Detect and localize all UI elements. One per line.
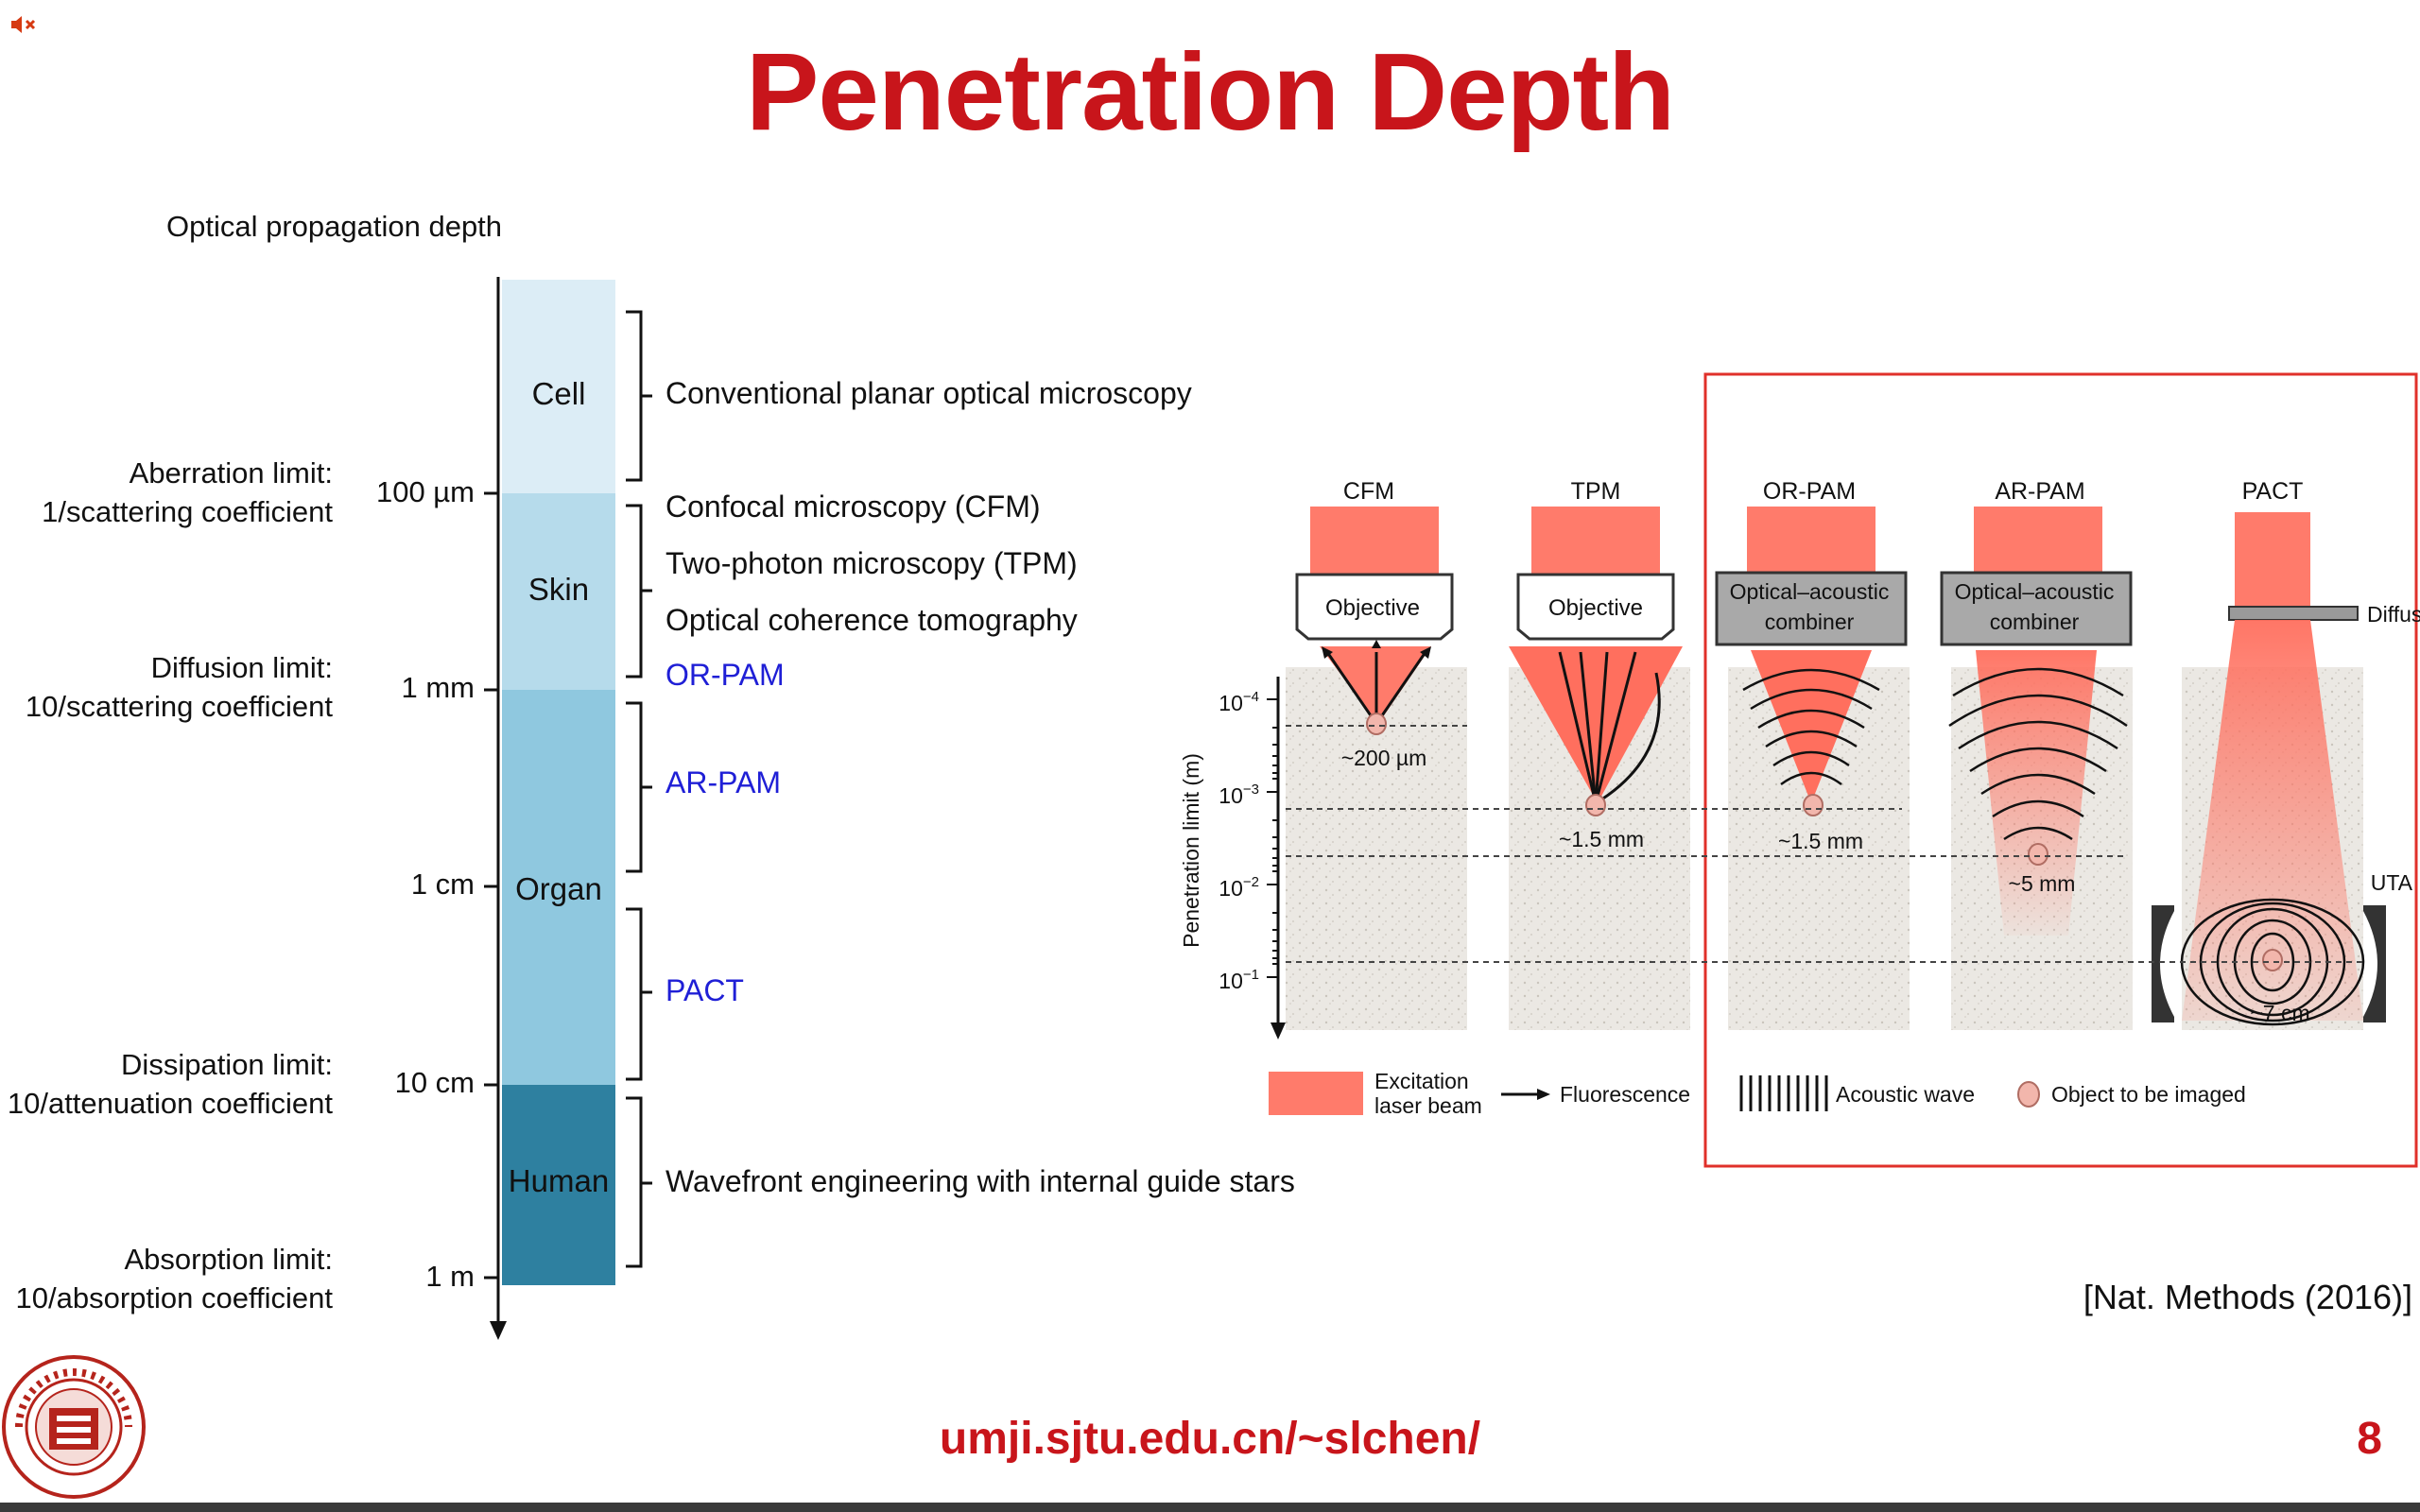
bracket-wavefront xyxy=(626,1096,652,1268)
depth-axis-arrowhead xyxy=(490,1321,507,1340)
object-tpm xyxy=(1585,794,1606,816)
laser-beam-tpm xyxy=(1531,507,1660,575)
tick-label-1mm: 1 mm xyxy=(401,671,475,704)
beam-pact xyxy=(2182,620,2363,1021)
combiner-ar-pam xyxy=(1940,571,2133,646)
legend-excitation-line1: Excitation xyxy=(1374,1069,1469,1093)
technique-tpm: Two-photon microscopy (TPM) xyxy=(666,546,1078,580)
legend-object-icon xyxy=(2017,1081,2040,1108)
column-title-tpm: TPM xyxy=(1571,478,1621,505)
limit-absorption: Absorption limit: 10/absorption coefficie… xyxy=(15,1243,334,1314)
focus-cone-or-pam xyxy=(1751,650,1872,803)
object-cfm xyxy=(1366,713,1387,735)
legend-object-label: Object to be imaged xyxy=(2051,1082,2246,1107)
technique-pact: PACT xyxy=(666,973,744,1007)
bracket-pact xyxy=(626,907,652,1081)
bracket-cfm-orpam xyxy=(626,504,652,679)
combiner-label-or-pam-1: Optical–acoustic xyxy=(1730,579,1890,604)
object-or-pam xyxy=(1803,794,1824,816)
uta-label: UTA xyxy=(2371,870,2413,895)
speaker-muted-icon[interactable] xyxy=(9,13,42,36)
combiner-label-or-pam-2: combiner xyxy=(1765,610,1855,634)
technique-wavefront: Wavefront engineering with internal guid… xyxy=(666,1164,1295,1198)
laser-beam-pact xyxy=(2235,512,2310,607)
object-ar-pam xyxy=(2028,843,2048,866)
depth-label-ar-pam: ~5 mm xyxy=(2009,871,2076,896)
segment-cell xyxy=(502,280,615,493)
technique-or-pam: OR-PAM xyxy=(666,658,785,692)
depth-scale-chart xyxy=(484,277,652,1340)
legend-acoustic-label: Acoustic wave xyxy=(1836,1082,1975,1107)
imaging-modalities-diagram: Penetration limit (m) 10−4 10−3 10−2 10−… xyxy=(1179,372,2420,1168)
page-number: 8 xyxy=(2357,1414,2382,1464)
y-tick-1e-2: 10−2 xyxy=(1219,874,1259,901)
legend-fluorescence-label: Fluorescence xyxy=(1560,1082,1690,1107)
tick-label-1cm: 1 cm xyxy=(410,868,475,901)
segment-label-cell: Cell xyxy=(531,376,586,411)
segment-label-organ: Organ xyxy=(515,871,602,906)
objective-label-tpm: Objective xyxy=(1548,595,1643,621)
column-title-or-pam: OR-PAM xyxy=(1763,478,1856,505)
slide-title: Penetration Depth xyxy=(746,30,1675,153)
combiner-or-pam xyxy=(1715,571,1908,646)
objective-label-cfm: Objective xyxy=(1325,595,1420,621)
objective-cfm xyxy=(1295,573,1454,641)
y-tick-1e-1: 10−1 xyxy=(1219,967,1259,993)
legend-laser-swatch xyxy=(1269,1072,1363,1115)
laser-beam-ar-pam xyxy=(1974,507,2102,575)
depth-heading: Optical propagation depth xyxy=(166,210,503,243)
y-axis-label: Penetration limit (m) xyxy=(1179,753,1203,948)
column-title-pact: PACT xyxy=(2242,478,2304,505)
penetration-axis-arrowhead xyxy=(1270,1022,1286,1040)
segment-organ xyxy=(502,690,615,1085)
tick-label-100um: 100 µm xyxy=(375,475,475,508)
beam-ar-pam xyxy=(1976,650,2097,936)
segment-label-skin: Skin xyxy=(527,572,590,607)
technique-cfm: Confocal microscopy (CFM) xyxy=(666,490,1041,524)
technique-oct: Optical coherence tomography xyxy=(666,603,1078,637)
objective-tpm xyxy=(1516,573,1675,641)
segment-human xyxy=(502,1085,615,1285)
limit-aberration: Aberration limit: 1/scattering coefficien… xyxy=(42,456,333,528)
diffuser-pact xyxy=(2228,606,2359,621)
column-title-ar-pam: AR-PAM xyxy=(1995,478,2084,505)
segment-skin xyxy=(502,493,615,690)
y-tick-1e-4: 10−4 xyxy=(1219,689,1259,715)
technique-ar-pam: AR-PAM xyxy=(666,765,782,799)
y-tick-1e-3: 10−3 xyxy=(1219,782,1259,808)
highlight-box xyxy=(1703,372,2418,1168)
laser-beam-cfm xyxy=(1310,507,1439,575)
combiner-label-ar-pam-1: Optical–acoustic xyxy=(1955,579,2115,604)
limit-diffusion: Diffusion limit: 10/scattering coefficien… xyxy=(25,651,333,723)
depth-label-pact: ~7 cm xyxy=(2250,1001,2309,1025)
transducer-right xyxy=(2363,905,2386,1022)
depth-label-cfm: ~200 µm xyxy=(1341,746,1427,770)
sjtu-university-seal-icon xyxy=(0,1353,147,1501)
depth-label-or-pam: ~1.5 mm xyxy=(1778,829,1863,853)
combiner-label-ar-pam-2: combiner xyxy=(1990,610,2080,634)
limit-dissipation: Dissipation limit: 10/attenuation coeffic… xyxy=(7,1048,333,1120)
legend-excitation-line2: laser beam xyxy=(1374,1093,1482,1118)
column-title-cfm: CFM xyxy=(1343,478,1394,505)
laser-beam-or-pam xyxy=(1747,507,1876,575)
depth-label-tpm: ~1.5 mm xyxy=(1559,827,1644,851)
technique-conventional: Conventional planar optical microscopy xyxy=(666,376,1192,410)
focus-cone-tpm xyxy=(1509,646,1683,803)
bottom-bar xyxy=(0,1503,2420,1512)
footer-url[interactable]: umji.sjtu.edu.cn/~slchen/ xyxy=(939,1414,1481,1464)
tick-label-1m: 1 m xyxy=(425,1260,475,1293)
segment-label-human: Human xyxy=(508,1163,610,1198)
bracket-arpam xyxy=(626,701,652,873)
transducer-left xyxy=(2152,905,2174,1022)
citation: [Nat. Methods (2016)] xyxy=(2083,1278,2412,1316)
tick-label-10cm: 10 cm xyxy=(394,1066,475,1099)
legend-acoustic-wave-symbol xyxy=(1739,1075,1828,1111)
bracket-conventional xyxy=(626,310,652,482)
object-pact xyxy=(2262,949,2283,971)
diffuser-label: Diffuser xyxy=(2367,602,2420,627)
